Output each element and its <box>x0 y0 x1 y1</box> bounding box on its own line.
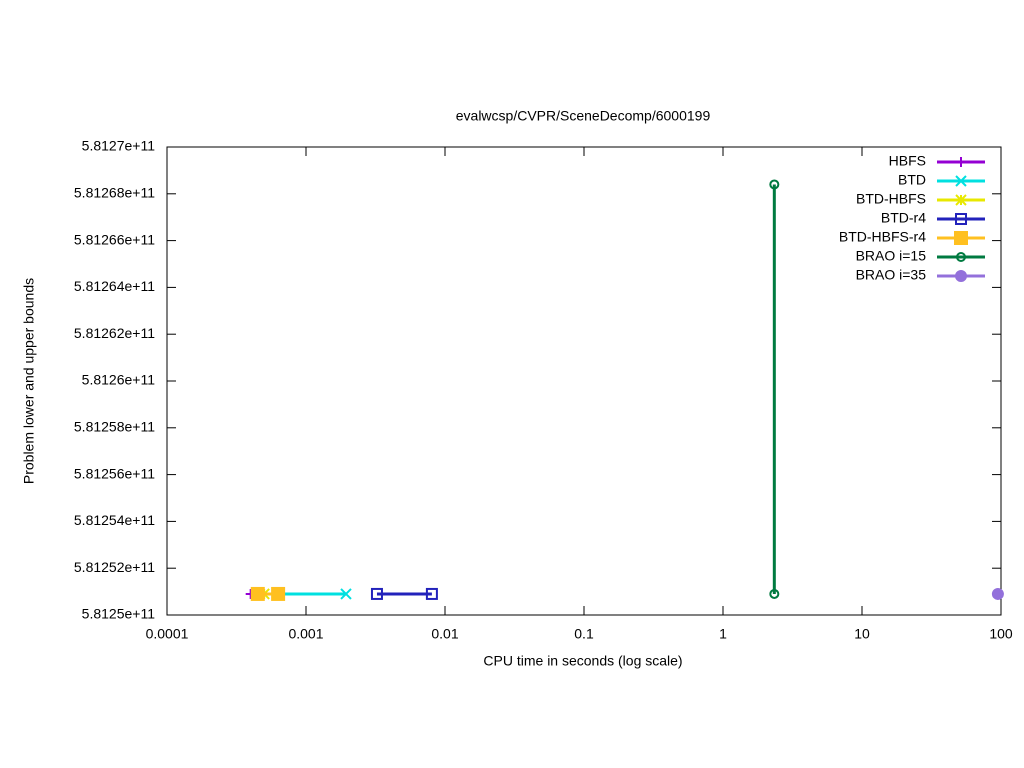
marker <box>955 194 967 206</box>
y-tick-label: 5.8127e+11 <box>82 138 156 154</box>
x-tick-label: 0.01 <box>431 626 458 642</box>
marker <box>955 175 967 187</box>
marker <box>954 231 968 245</box>
marker <box>955 270 967 282</box>
y-tick-label: 5.8125e+11 <box>82 606 156 622</box>
y-tick-label: 5.81256e+11 <box>74 465 155 481</box>
marker <box>425 587 438 600</box>
marker <box>769 588 780 599</box>
chart-title: evalwcsp/CVPR/SceneDecomp/6000199 <box>456 108 711 124</box>
legend-label: BTD-HBFS <box>856 191 926 207</box>
legend-label: BTD <box>898 172 926 188</box>
legend-label: BTD-r4 <box>881 210 926 226</box>
y-tick-label: 5.81254e+11 <box>74 512 155 528</box>
x-tick-label: 0.1 <box>574 626 594 642</box>
x-tick-label: 0.001 <box>288 626 323 642</box>
marker <box>271 586 286 601</box>
y-tick-label: 5.81266e+11 <box>74 231 155 247</box>
x-tick-label: 1 <box>719 626 727 642</box>
x-tick-label: 100 <box>989 626 1013 642</box>
legend-label: BTD-HBFS-r4 <box>839 229 926 245</box>
y-axis-label: Problem lower and upper bounds <box>21 278 37 484</box>
marker <box>370 587 383 600</box>
marker <box>250 586 265 601</box>
x-tick-label: 10 <box>854 626 870 642</box>
legend-label: BRAO i=15 <box>856 248 927 264</box>
marker <box>956 252 966 262</box>
marker <box>955 213 967 225</box>
x-tick-label: 0.0001 <box>146 626 189 642</box>
x-axis-label: CPU time in seconds (log scale) <box>483 653 682 669</box>
marker <box>991 587 1004 600</box>
marker <box>340 588 352 600</box>
legend-label: BRAO i=35 <box>856 267 927 283</box>
y-tick-label: 5.81252e+11 <box>74 559 155 575</box>
legend-label: HBFS <box>889 153 926 169</box>
y-tick-label: 5.8126e+11 <box>82 372 156 388</box>
y-tick-label: 5.81258e+11 <box>74 419 155 435</box>
y-tick-label: 5.81268e+11 <box>74 185 155 201</box>
y-tick-label: 5.81264e+11 <box>74 278 155 294</box>
y-tick-label: 5.81262e+11 <box>74 325 155 341</box>
plot-border <box>166 146 1002 616</box>
marker <box>956 157 966 167</box>
marker <box>769 179 780 190</box>
